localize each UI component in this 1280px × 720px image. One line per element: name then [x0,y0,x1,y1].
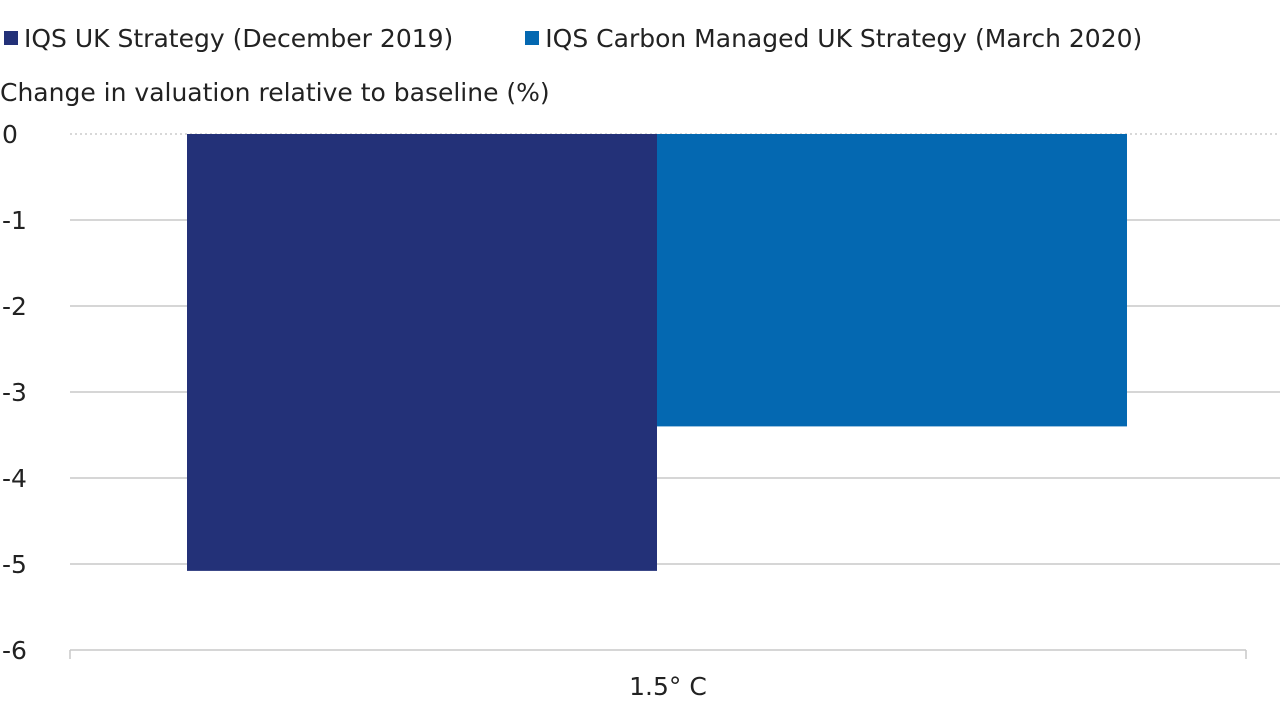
y-tick-label: -3 [2,378,27,407]
x-tick-label: 1.5° C [629,672,707,701]
bar-series-2 [657,134,1127,427]
legend-item-series-1: IQS UK Strategy (December 2019) [4,24,453,53]
legend-item-series-2: IQS Carbon Managed UK Strategy (March 20… [525,24,1142,53]
y-axis-title: Change in valuation relative to baseline… [0,78,550,107]
y-tick-label: -4 [2,464,27,493]
legend-label-series-2: IQS Carbon Managed UK Strategy (March 20… [545,23,1143,53]
y-tick-label: -6 [2,636,27,665]
y-tick-label: -2 [2,292,27,321]
legend-swatch-series-1 [4,31,18,45]
y-tick-label: -1 [2,206,27,235]
legend-swatch-series-2 [525,31,540,45]
chart-legend: IQS UK Strategy (December 2019) IQS Carb… [4,22,1142,54]
y-tick-label: 0 [2,120,18,149]
bar-series-1 [187,134,657,571]
y-tick-label: -5 [2,550,27,579]
legend-label-series-1: IQS UK Strategy (December 2019) [24,23,454,53]
